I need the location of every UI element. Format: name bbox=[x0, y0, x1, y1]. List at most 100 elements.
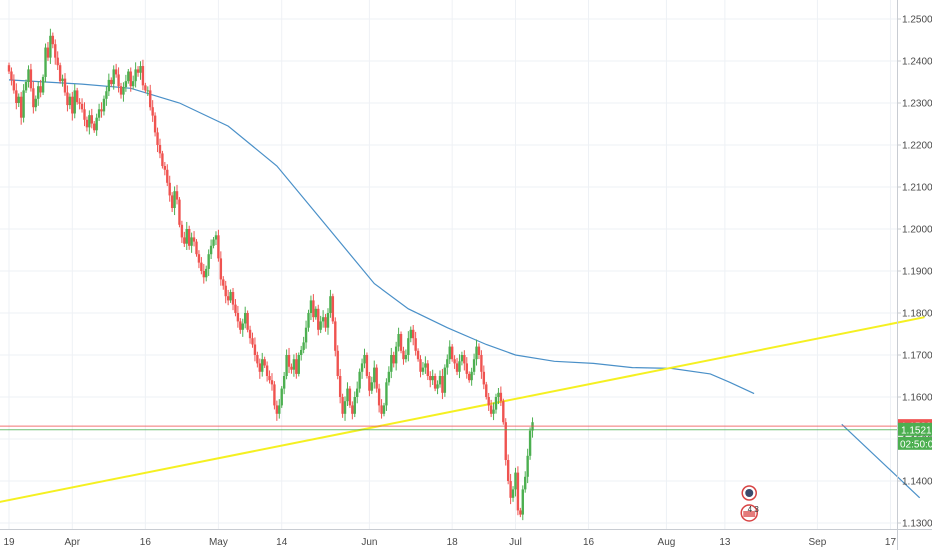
candle-body bbox=[387, 371, 391, 383]
candle bbox=[307, 309, 310, 332]
candle bbox=[175, 184, 179, 205]
candle bbox=[324, 313, 327, 332]
candle-body bbox=[58, 65, 62, 82]
candle bbox=[297, 352, 300, 377]
candle-body bbox=[285, 355, 288, 376]
candle-body bbox=[300, 349, 303, 355]
candle-body bbox=[304, 327, 308, 343]
candle-body bbox=[41, 76, 45, 93]
candle bbox=[438, 370, 442, 388]
candle-body bbox=[73, 90, 76, 114]
candle-body bbox=[343, 401, 347, 414]
candle bbox=[448, 340, 451, 364]
candle-body bbox=[71, 96, 74, 114]
candle-body bbox=[458, 361, 461, 372]
candle-body bbox=[368, 376, 371, 391]
candle-body bbox=[56, 57, 59, 66]
candle bbox=[394, 341, 398, 371]
candle-body bbox=[273, 384, 276, 406]
candle-body bbox=[205, 268, 208, 278]
candle bbox=[119, 82, 123, 99]
candle bbox=[95, 113, 98, 136]
candle bbox=[292, 354, 296, 377]
candle bbox=[248, 325, 252, 344]
candle-body bbox=[317, 308, 320, 330]
candle bbox=[107, 73, 111, 97]
candle bbox=[66, 85, 69, 112]
price-tag-label: 1.15219 bbox=[901, 425, 932, 436]
candle bbox=[477, 343, 481, 360]
candle bbox=[312, 294, 315, 322]
event-badge[interactable]: 4 3 bbox=[740, 485, 759, 522]
candle-body bbox=[114, 69, 118, 75]
y-tick-label: 1.21000 bbox=[902, 183, 932, 194]
candle-body bbox=[331, 296, 335, 322]
candle-body bbox=[241, 323, 244, 330]
candle bbox=[458, 354, 461, 379]
x-tick-label: 13 bbox=[719, 537, 731, 548]
candle bbox=[41, 74, 45, 96]
candle bbox=[419, 355, 422, 378]
candle-body bbox=[248, 329, 252, 339]
candle bbox=[453, 355, 456, 369]
candle-body bbox=[197, 254, 201, 263]
x-tick-label: Apr bbox=[65, 537, 81, 548]
candle bbox=[90, 108, 93, 129]
candle-body bbox=[54, 44, 57, 58]
candle bbox=[32, 81, 35, 114]
candle-body bbox=[153, 115, 157, 133]
candle bbox=[519, 507, 522, 518]
candle bbox=[80, 98, 84, 113]
candle bbox=[54, 39, 57, 65]
candle-body bbox=[377, 388, 381, 406]
candle-body bbox=[263, 359, 266, 366]
candle bbox=[387, 366, 391, 386]
candle bbox=[243, 306, 247, 329]
candle-body bbox=[200, 262, 203, 271]
candle bbox=[219, 251, 223, 286]
candle bbox=[7, 62, 11, 75]
candle bbox=[17, 93, 20, 108]
candle bbox=[127, 68, 130, 84]
candle-body bbox=[268, 376, 271, 381]
candle-body bbox=[450, 346, 454, 360]
candle-body bbox=[256, 355, 259, 364]
candle bbox=[156, 127, 159, 153]
x-axis[interactable]: 19 Apr 16 May 14 Jun 18 Jul 16 Aug 13 Sep 17 bbox=[3, 537, 896, 548]
candle bbox=[295, 352, 298, 379]
candle-body bbox=[295, 359, 298, 374]
candle-body bbox=[258, 363, 262, 372]
x-tick-label: Sep bbox=[809, 537, 827, 548]
candle bbox=[402, 346, 405, 365]
candle bbox=[63, 73, 67, 96]
candle-body bbox=[370, 382, 374, 391]
candle bbox=[241, 318, 244, 337]
candle-body bbox=[163, 166, 167, 170]
candle-body bbox=[168, 182, 171, 196]
candle-body bbox=[97, 109, 101, 118]
candle bbox=[134, 62, 137, 88]
candle bbox=[317, 304, 320, 336]
candle bbox=[455, 357, 459, 376]
candle bbox=[173, 186, 176, 216]
candle-body bbox=[338, 376, 342, 397]
candle bbox=[229, 289, 232, 303]
candle bbox=[180, 220, 184, 243]
candle bbox=[392, 351, 395, 368]
candle bbox=[412, 325, 415, 346]
candle-body bbox=[382, 405, 386, 414]
candle-body bbox=[105, 91, 108, 99]
candle bbox=[27, 65, 30, 88]
candle-body bbox=[292, 359, 296, 370]
candle-body bbox=[253, 344, 257, 355]
candle-body bbox=[131, 81, 135, 87]
candle-body bbox=[334, 321, 337, 351]
candle bbox=[468, 371, 471, 383]
candle-body bbox=[136, 69, 140, 73]
trendline bbox=[0, 316, 925, 503]
candle bbox=[212, 236, 215, 249]
price-tag bbox=[898, 422, 932, 436]
candle bbox=[528, 427, 532, 460]
candle bbox=[463, 350, 466, 371]
